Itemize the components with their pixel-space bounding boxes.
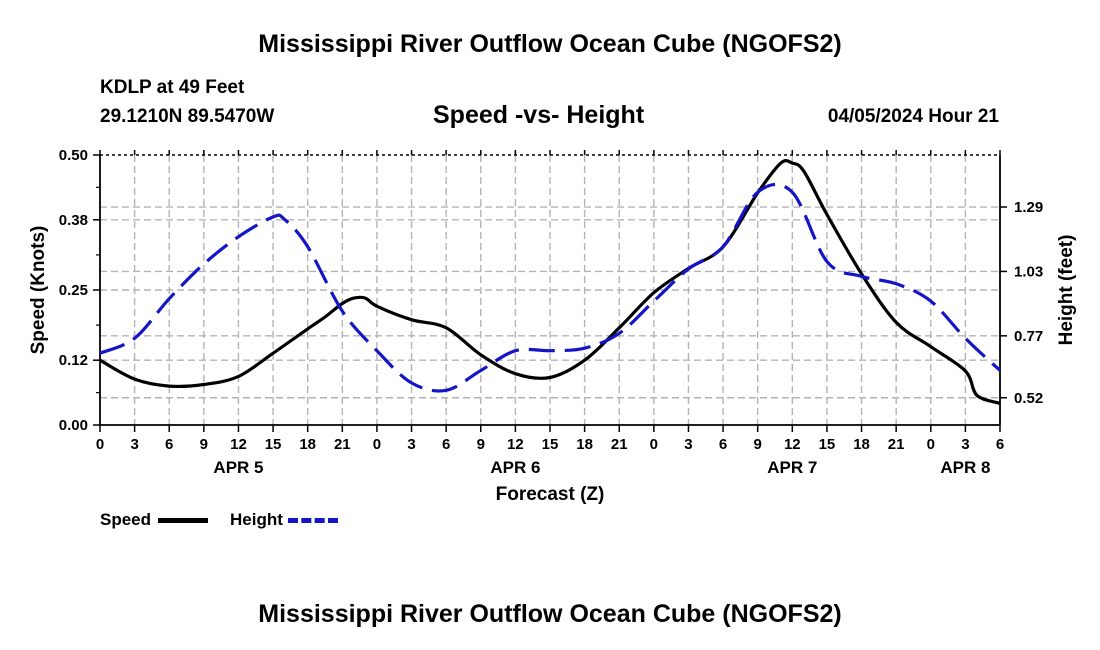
x-tick-label: 15 (265, 436, 282, 453)
legend-speed-label: Speed (100, 510, 152, 529)
legend-speed-swatch (157, 518, 208, 524)
x-tick-label: 18 (299, 436, 316, 453)
station-coords: 29.1210N 89.5470W (100, 106, 275, 127)
x-tick-label: 0 (650, 436, 658, 453)
y-tick-label: 0.38 (59, 212, 88, 229)
y-tick-label: 0.50 (59, 147, 88, 164)
y2-tick-label: 1.03 (1014, 263, 1043, 280)
x-tick-label: 0 (373, 436, 381, 453)
x-tick-label: 21 (888, 436, 905, 453)
footer-title: Mississippi River Outflow Ocean Cube (NG… (258, 600, 842, 628)
x-tick-label: 0 (96, 436, 104, 453)
legend-speed: Speed (100, 510, 208, 530)
station-name: KDLP at 49 Feet (100, 77, 245, 98)
chart-title: Mississippi River Outflow Ocean Cube (NG… (258, 30, 842, 58)
x-tick-label: 18 (853, 436, 870, 453)
forecast-timestamp: 04/05/2024 Hour 21 (827, 106, 999, 127)
y-axis-title: Speed (Knots) (28, 226, 49, 355)
day-label: APR 6 (490, 458, 540, 477)
x-tick-label: 15 (819, 436, 836, 453)
day-label: APR 7 (767, 458, 817, 477)
x-tick-label: 12 (507, 436, 524, 453)
x-tick-label: 3 (407, 436, 415, 453)
day-label: APR 8 (940, 458, 990, 477)
x-tick-label: 3 (961, 436, 969, 453)
chart-subtitle: Speed -vs- Height (433, 101, 645, 129)
y2-axis-title: Height (feet) (1056, 235, 1077, 346)
speed-series-line (99, 159, 1001, 405)
x-tick-label: 3 (684, 436, 692, 453)
x-tick-label: 9 (200, 436, 208, 453)
legend-height-label: Height (230, 510, 283, 529)
y-tick-label: 0.00 (59, 417, 88, 434)
y-tick-label: 0.12 (59, 352, 88, 369)
legend-height-swatch (287, 518, 338, 524)
x-tick-label: 6 (996, 436, 1004, 453)
x-tick-label: 6 (719, 436, 727, 453)
y-tick-label: 0.25 (59, 282, 88, 299)
x-axis-title: Forecast (Z) (496, 484, 605, 505)
day-label: APR 5 (213, 458, 263, 477)
y2-tick-label: 0.77 (1014, 328, 1043, 345)
x-tick-label: 15 (542, 436, 559, 453)
x-tick-label: 6 (442, 436, 450, 453)
x-tick-label: 12 (230, 436, 247, 453)
x-tick-label: 9 (477, 436, 485, 453)
x-tick-label: 12 (784, 436, 801, 453)
x-tick-label: 0 (927, 436, 935, 453)
x-tick-label: 6 (165, 436, 173, 453)
x-tick-label: 21 (611, 436, 628, 453)
x-tick-label: 18 (576, 436, 593, 453)
y2-tick-label: 1.29 (1014, 199, 1043, 216)
x-tick-label: 9 (754, 436, 762, 453)
x-tick-label: 21 (334, 436, 351, 453)
x-tick-label: 3 (130, 436, 138, 453)
legend-height: Height (230, 510, 338, 530)
height-series-line (99, 182, 1002, 393)
y2-tick-label: 0.52 (1014, 390, 1043, 407)
